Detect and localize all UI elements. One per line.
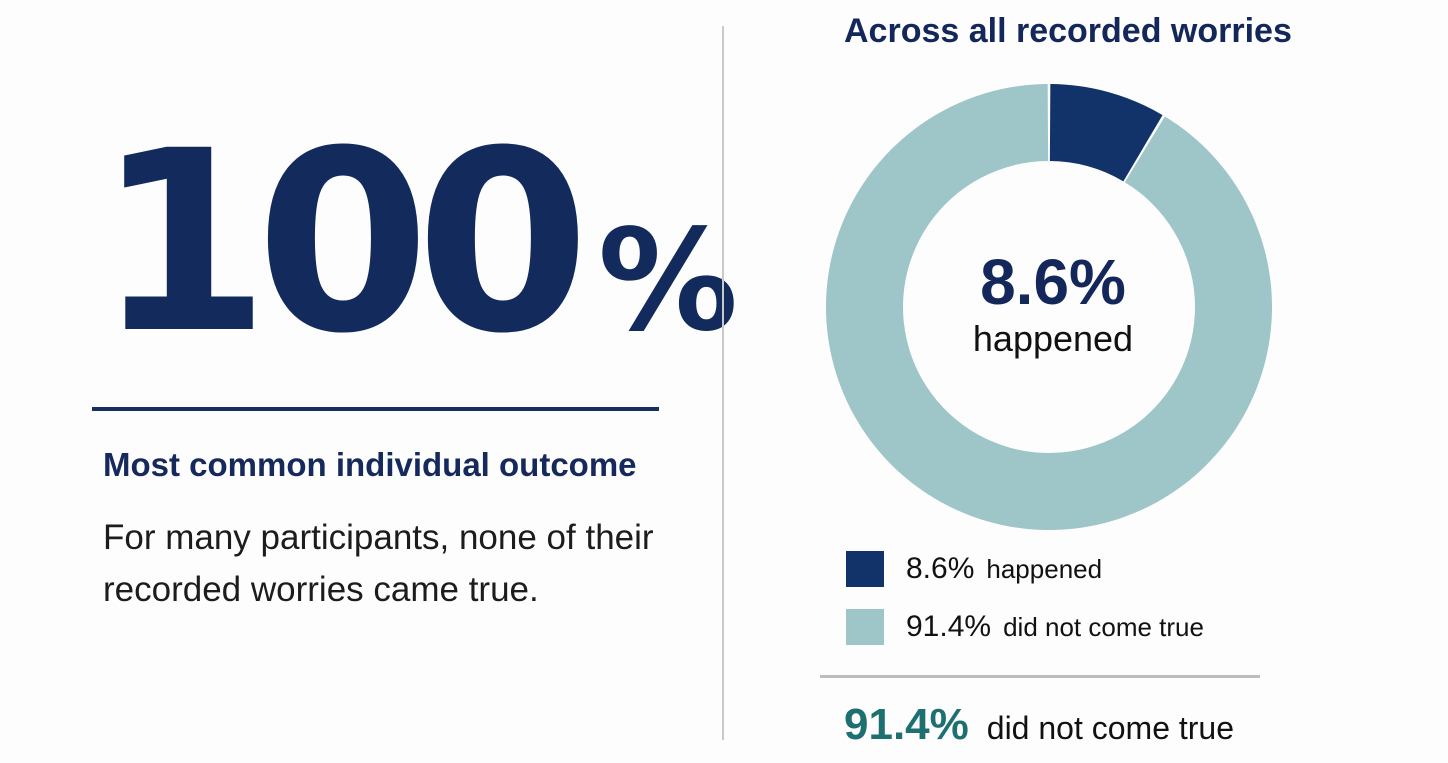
footer-stat-text: did not come true — [986, 710, 1235, 746]
right-panel: Across all recorded worries 8.6% happene… — [726, 0, 1448, 763]
legend-swatch-not-true — [846, 609, 884, 645]
stat-description: For many participants, none of their rec… — [103, 518, 654, 609]
big-stat-number: 100 — [96, 97, 590, 388]
legend-text-happened: happened — [986, 553, 1103, 584]
donut-slice-happened — [1049, 84, 1163, 182]
donut-slice-did-not-come-true — [826, 84, 1272, 530]
stat-subheading: Most common individual outcome — [103, 446, 637, 483]
big-stat: 100% — [96, 118, 738, 368]
legend-text-not-true: did not come true — [1003, 611, 1204, 642]
donut-chart — [826, 84, 1272, 530]
legend-value-not-true: 91.4% — [906, 610, 992, 643]
legend-item-happened: 8.6% happened — [846, 551, 1102, 587]
legend-swatch-happened — [846, 551, 884, 587]
vertical-divider — [722, 26, 724, 740]
legend-item-not-true: 91.4% did not come true — [846, 609, 1204, 645]
donut-center-value: 8.6% — [980, 246, 1126, 318]
left-panel: 100% Most common individual outcome For … — [0, 0, 738, 763]
footer-stat-value: 91.4% — [844, 700, 969, 749]
footer-stat: 91.4% did not come true — [844, 700, 1234, 750]
donut-center-caption: happened — [972, 318, 1134, 359]
chart-title: Across all recorded worries — [844, 12, 1292, 50]
donut-center-label: 8.6% happened — [907, 250, 1199, 360]
big-stat-unit: % — [597, 200, 739, 363]
footer-divider — [820, 675, 1260, 678]
stat-underline — [92, 407, 659, 411]
legend-value-happened: 8.6% — [906, 552, 975, 585]
